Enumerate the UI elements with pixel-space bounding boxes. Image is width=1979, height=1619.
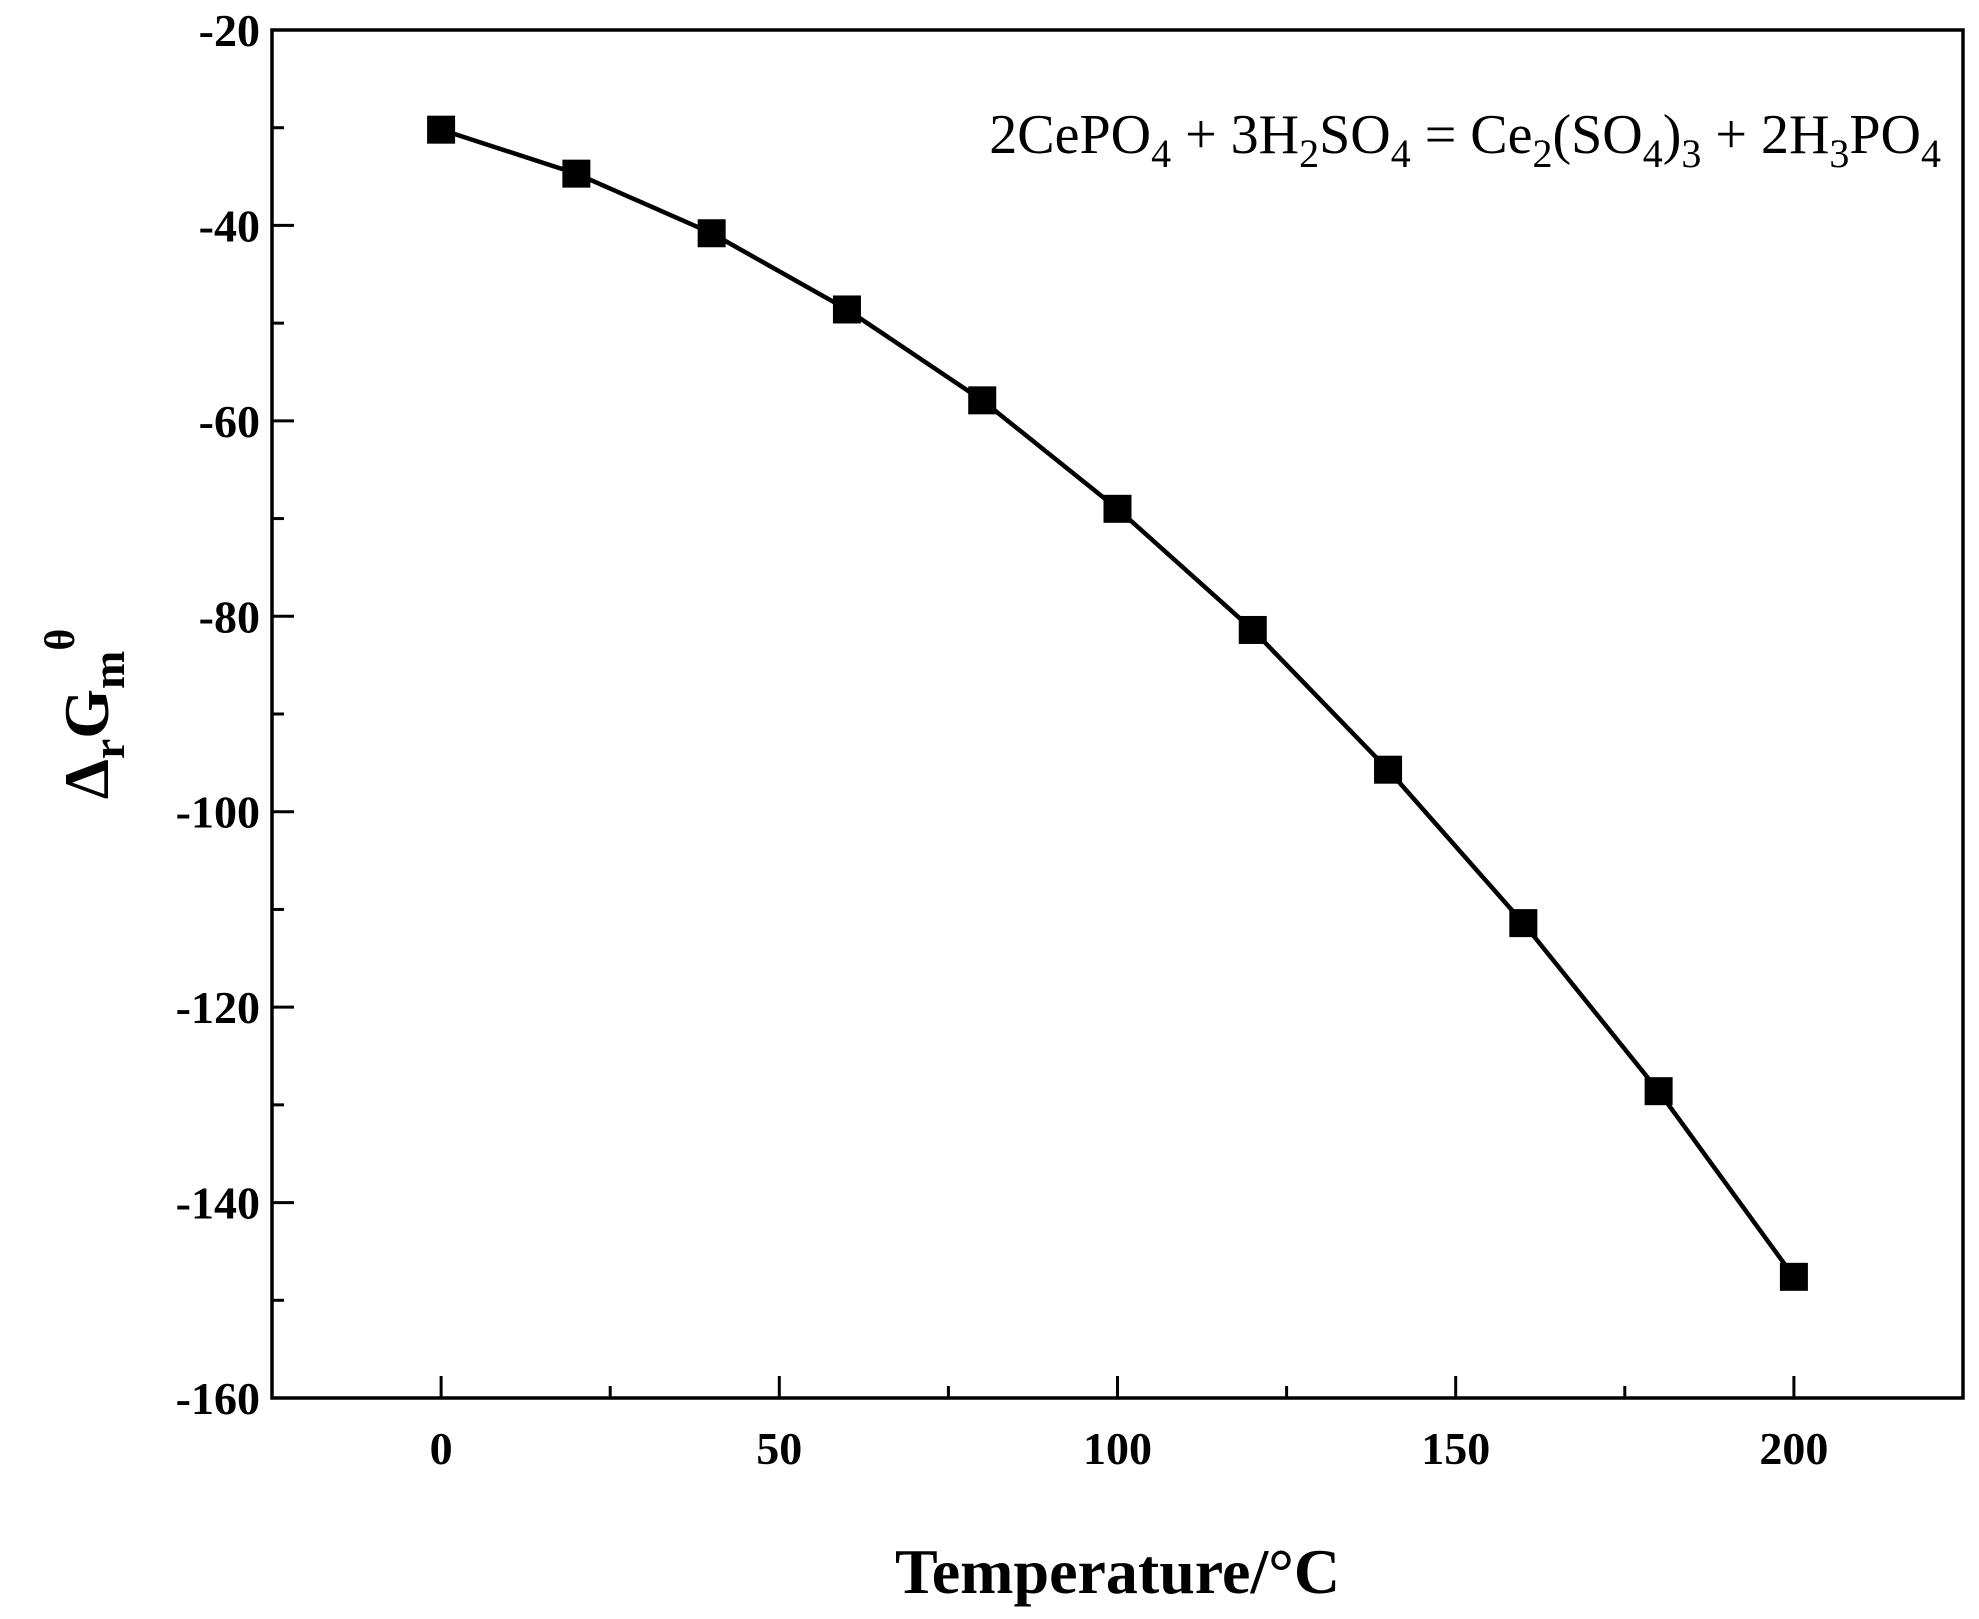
- annotation-text: + 2H: [1701, 104, 1829, 166]
- tick-labels: 0 50 100 150 200 -20 -40 -60 -80 -100 -120 -140 -160: [176, 5, 1829, 1474]
- plot-frame: [270, 28, 1965, 1400]
- y-title-delta: Δ: [51, 759, 122, 799]
- reaction-equation-annotation: 2CePO4 + 3H2SO4 = Ce2(SO4)3 + 2H3PO4: [989, 104, 1941, 176]
- annotation-text: ): [1663, 104, 1682, 166]
- annotation-text: PO: [1849, 104, 1921, 166]
- y-tick-label: -60: [199, 396, 260, 447]
- series-layer: [427, 115, 1808, 1291]
- data-point-marker: [427, 115, 456, 144]
- data-point-marker: [968, 386, 997, 415]
- annotation-text: = Ce: [1411, 104, 1533, 166]
- annotation-text: + 3H: [1171, 104, 1299, 166]
- y-tick-label: -140: [176, 1178, 260, 1229]
- x-axis-title: Temperature/°C: [895, 1536, 1340, 1607]
- annotation-subscript: 3: [1829, 131, 1849, 176]
- axes: [270, 28, 1965, 1400]
- y-tick-label: -20: [199, 5, 260, 56]
- y-tick-label: -160: [176, 1373, 260, 1424]
- x-tick-label: 50: [756, 1423, 802, 1474]
- annotation-subscript: 4: [1643, 131, 1663, 176]
- annotation-subscript: 2: [1299, 131, 1319, 176]
- y-title-subscript-r: r: [83, 739, 134, 759]
- data-point-marker: [1374, 755, 1403, 784]
- annotation-subscript: 4: [1151, 131, 1171, 176]
- y-axis-title: ΔrGmθ: [38, 629, 134, 800]
- data-point-marker: [1779, 1262, 1808, 1291]
- data-point-marker: [697, 219, 726, 248]
- data-point-marker: [1509, 909, 1538, 938]
- data-point-marker: [1238, 615, 1267, 644]
- data-point-marker: [832, 295, 861, 324]
- data-point-marker: [1103, 494, 1132, 523]
- y-tick-label: -100: [176, 787, 260, 838]
- annotation-text: SO: [1319, 104, 1391, 166]
- y-title-subscript-m: m: [83, 651, 134, 689]
- y-title-g: G: [51, 689, 122, 739]
- y-tick-label: -80: [199, 591, 260, 642]
- annotation-subscript: 3: [1681, 131, 1701, 176]
- annotation-subscript: 2: [1532, 131, 1552, 176]
- y-tick-label: -120: [176, 982, 260, 1033]
- y-tick-label: -40: [199, 200, 260, 251]
- annotation-text: (SO: [1552, 104, 1642, 166]
- x-tick-label: 200: [1759, 1423, 1828, 1474]
- data-point-marker: [562, 159, 591, 188]
- x-tick-label: 150: [1421, 1423, 1490, 1474]
- series-line: [440, 127, 1796, 1279]
- ticks: [272, 28, 1796, 1400]
- y-title-superscript-theta: θ: [38, 629, 84, 651]
- data-point-marker: [1644, 1077, 1673, 1106]
- x-tick-label: 100: [1083, 1423, 1152, 1474]
- x-tick-label: 0: [430, 1423, 453, 1474]
- annotation-subscript: 4: [1391, 131, 1411, 176]
- annotation-subscript: 4: [1921, 131, 1941, 176]
- annotation-text: 2CePO: [989, 104, 1151, 166]
